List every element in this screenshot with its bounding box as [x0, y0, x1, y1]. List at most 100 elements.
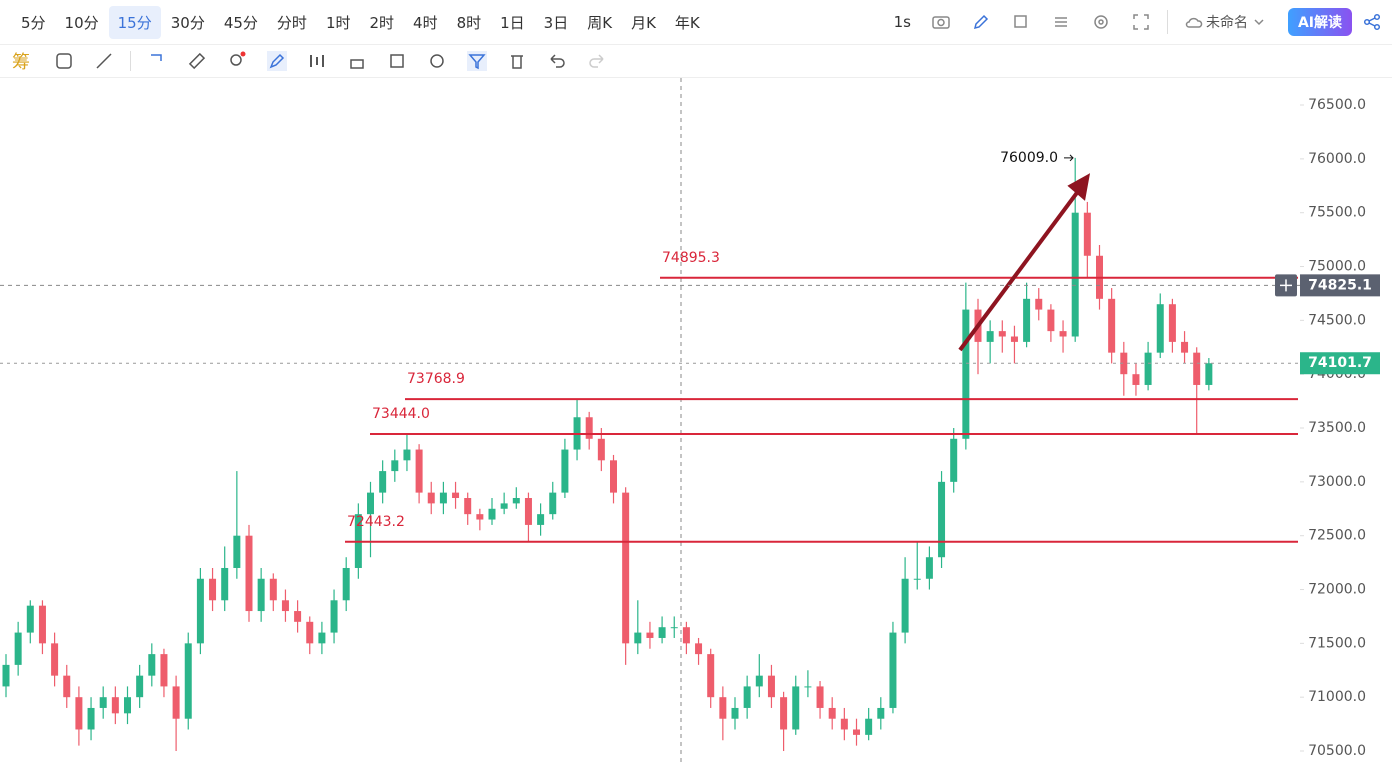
candle-body: [124, 697, 131, 714]
fullscreen-icon[interactable]: [1131, 12, 1151, 32]
interval-button[interactable]: 8时: [456, 13, 482, 32]
tool-icon[interactable]: [147, 51, 167, 71]
interval-button[interactable]: 分时: [276, 13, 307, 32]
candle-body: [184, 643, 192, 719]
candle-body: [950, 438, 958, 482]
candle-body: [597, 438, 605, 461]
candle-body: [658, 627, 666, 638]
candle-body: [913, 578, 921, 580]
candle-body: [670, 627, 678, 629]
candle-body: [367, 492, 374, 515]
y-tick-label: 72000.0: [1308, 582, 1366, 598]
candle-body: [877, 707, 885, 719]
interval-button[interactable]: 10分: [64, 13, 99, 32]
candle-body: [549, 492, 557, 515]
tool-icon[interactable]: [427, 51, 447, 71]
candle-body: [38, 605, 46, 644]
interval-button[interactable]: 周K: [587, 13, 613, 32]
candle-body: [634, 632, 642, 644]
candle-body: [439, 492, 447, 504]
candle-body: [1144, 352, 1152, 385]
interval-button[interactable]: 5分: [21, 13, 46, 32]
share-icon[interactable]: [1362, 12, 1382, 32]
copy-icon[interactable]: [1011, 12, 1031, 32]
candle-body: [391, 460, 399, 472]
interval-button[interactable]: 2时: [369, 13, 395, 32]
pen-icon[interactable]: [971, 12, 991, 32]
candle-body: [998, 331, 1006, 337]
interval-button[interactable]: 4时: [413, 13, 438, 32]
level-label: 74895.3: [662, 250, 720, 266]
candle-body: [500, 503, 508, 509]
settings-icon[interactable]: [1091, 12, 1111, 32]
candle-body: [136, 675, 144, 698]
y-tick-label: 76000.0: [1308, 151, 1366, 167]
y-tick-label: 75500.0: [1308, 205, 1366, 221]
crosshair-price-label: 74825.1: [1308, 277, 1372, 293]
candle-body: [1010, 336, 1018, 342]
candle-body: [415, 449, 423, 493]
candle-body: [306, 621, 314, 644]
y-tick-label: 71000.0: [1308, 689, 1366, 705]
separator: [1166, 10, 1168, 34]
candle-body: [1023, 298, 1031, 342]
tool-icon[interactable]: [267, 51, 287, 71]
tool-icon[interactable]: [467, 51, 487, 71]
candle-body: [87, 707, 95, 730]
candle-body: [840, 718, 848, 730]
candle-body: [63, 675, 71, 698]
crosshair-plus: [1280, 279, 1292, 292]
interval-button[interactable]: 年K: [674, 13, 700, 32]
candle-body: [476, 514, 484, 520]
candle-body: [1108, 298, 1116, 353]
tool-icon[interactable]: [94, 51, 114, 71]
undo-icon[interactable]: [547, 51, 567, 71]
tool-icon[interactable]: [187, 51, 207, 71]
y-tick-label: 72500.0: [1308, 528, 1366, 544]
layout-name[interactable]: 未命名: [1205, 15, 1248, 31]
dropdown-icon[interactable]: [1252, 15, 1266, 29]
candle-body: [622, 492, 630, 644]
candle-body: [962, 309, 970, 439]
candle-body: [731, 707, 739, 719]
interval-button[interactable]: 45分: [223, 13, 258, 32]
candle-body: [1156, 304, 1164, 353]
interval-group: 5分 10分 15分 30分 45分 分时 1时 2时 4时 8时 1日 3日 周K 月K 年K: [12, 5, 710, 39]
candle-body: [99, 697, 107, 708]
candle-body: [1047, 309, 1055, 332]
tool-icon[interactable]: [227, 51, 247, 71]
ai-button[interactable]: AI解读: [1287, 8, 1352, 36]
candle-body: [889, 632, 897, 708]
candle-body: [342, 567, 350, 601]
interval-button[interactable]: 15分: [108, 5, 161, 39]
candle-body: [524, 498, 532, 525]
last-price-label: 74101.7: [1308, 355, 1372, 371]
candle-body: [452, 492, 460, 499]
candle-body: [1083, 212, 1091, 256]
candle-body: [1059, 331, 1067, 337]
candle-body: [75, 697, 83, 730]
candle-body: [196, 578, 204, 644]
refresh-rate[interactable]: 1s: [893, 13, 911, 31]
camera-icon[interactable]: [931, 12, 951, 32]
redo-icon[interactable]: [587, 51, 607, 71]
candle-body: [245, 535, 253, 612]
interval-button[interactable]: 1日: [500, 13, 525, 32]
tool-icon[interactable]: [387, 51, 407, 71]
interval-button[interactable]: 1时: [325, 13, 351, 32]
y-tick-label: 71500.0: [1308, 635, 1366, 651]
candle-body: [938, 481, 946, 558]
candle-body: [1181, 341, 1189, 353]
interval-button[interactable]: 3日: [543, 13, 569, 32]
price-axis: [1300, 78, 1392, 762]
interval-button[interactable]: 30分: [170, 13, 205, 32]
tool-icon[interactable]: [307, 51, 327, 71]
candle-body: [865, 718, 873, 735]
tool-icon[interactable]: [507, 51, 527, 71]
list-icon[interactable]: [1051, 12, 1071, 32]
tool-icon[interactable]: [54, 51, 74, 71]
tool-icon[interactable]: [347, 51, 367, 71]
candle-body: [585, 417, 593, 439]
chips-button[interactable]: 筹: [12, 52, 30, 73]
interval-button[interactable]: 月K: [631, 13, 656, 32]
